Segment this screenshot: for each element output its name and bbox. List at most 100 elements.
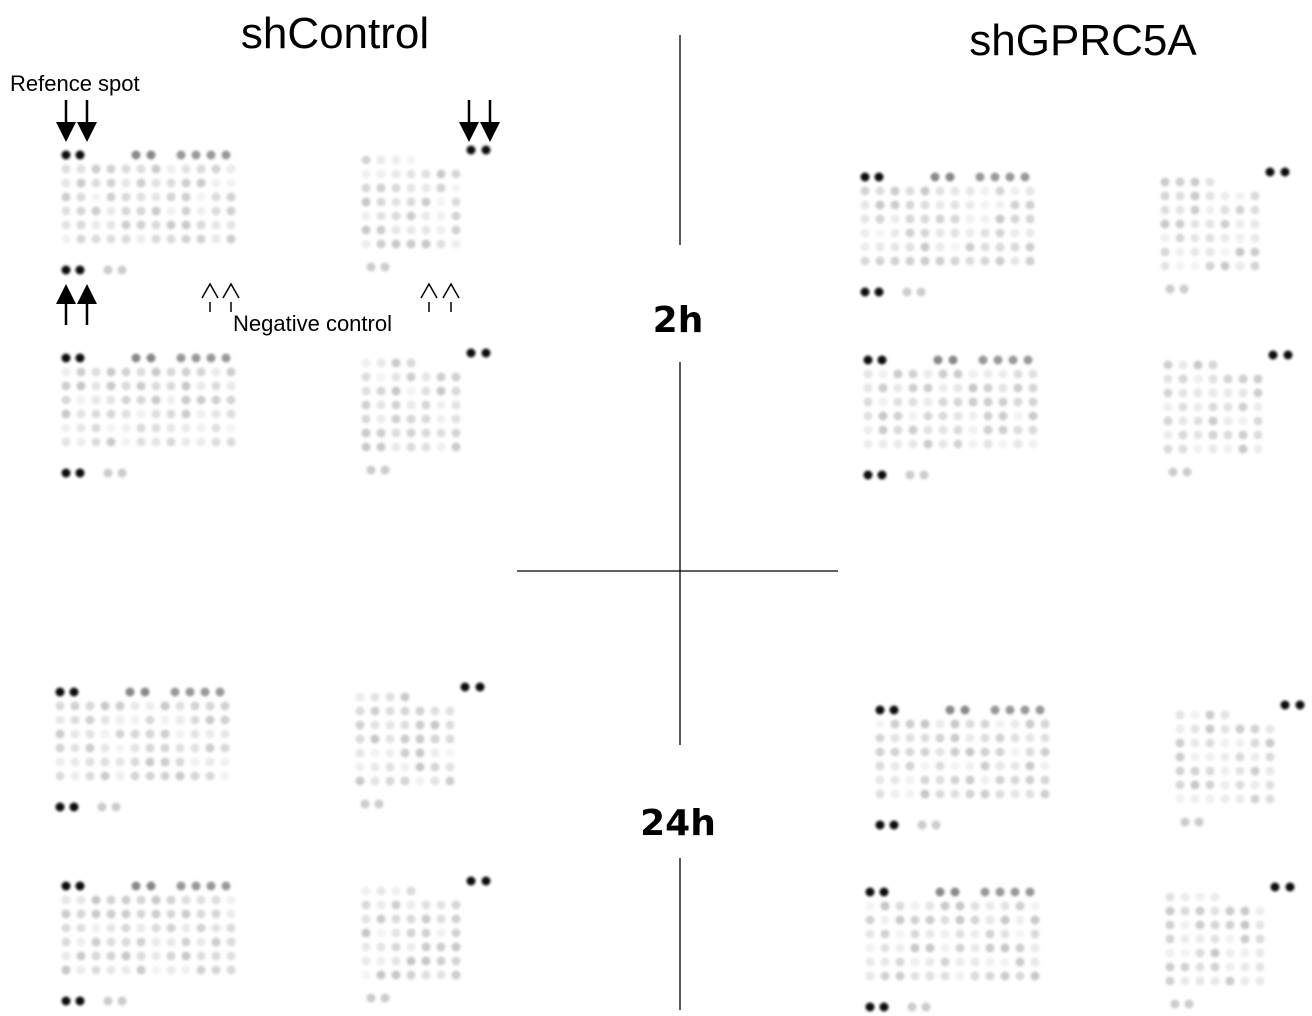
spot bbox=[452, 971, 461, 980]
spot bbox=[1191, 248, 1200, 257]
spot bbox=[377, 429, 386, 438]
spot bbox=[197, 207, 206, 216]
spot bbox=[116, 730, 125, 739]
spot bbox=[407, 240, 416, 249]
spot bbox=[437, 170, 446, 179]
spot bbox=[377, 971, 386, 980]
spot bbox=[906, 187, 915, 196]
spot bbox=[377, 184, 386, 193]
spot bbox=[137, 966, 146, 975]
spot bbox=[1221, 711, 1230, 720]
spot bbox=[92, 382, 101, 391]
spot bbox=[1026, 257, 1035, 266]
spot bbox=[392, 429, 401, 438]
spot bbox=[1164, 445, 1173, 454]
spot bbox=[362, 429, 371, 438]
spot bbox=[227, 438, 236, 447]
spot bbox=[146, 716, 155, 725]
spot bbox=[1236, 739, 1245, 748]
spot bbox=[1164, 389, 1173, 398]
spot bbox=[1016, 930, 1025, 939]
spot bbox=[71, 716, 80, 725]
spot bbox=[407, 901, 416, 910]
spot bbox=[1166, 893, 1175, 902]
spot bbox=[416, 735, 425, 744]
spot bbox=[1001, 916, 1010, 925]
spot bbox=[1239, 403, 1248, 412]
spot bbox=[891, 201, 900, 210]
spot bbox=[122, 410, 131, 419]
spot bbox=[1014, 426, 1023, 435]
spot bbox=[452, 240, 461, 249]
spot bbox=[906, 776, 915, 785]
spot bbox=[386, 735, 395, 744]
spot bbox=[1211, 963, 1220, 972]
spot bbox=[191, 772, 200, 781]
spot bbox=[437, 387, 446, 396]
spot bbox=[881, 930, 890, 939]
spot bbox=[167, 910, 176, 919]
spot bbox=[152, 966, 161, 975]
spot bbox=[131, 744, 140, 753]
spot bbox=[137, 382, 146, 391]
spot bbox=[362, 943, 371, 952]
spot bbox=[101, 772, 110, 781]
spot bbox=[1011, 201, 1020, 210]
spot bbox=[446, 763, 455, 772]
spot bbox=[1011, 720, 1020, 729]
spot bbox=[1006, 706, 1015, 715]
spot bbox=[92, 952, 101, 961]
spot bbox=[107, 910, 116, 919]
spot bbox=[1251, 795, 1260, 804]
spot bbox=[971, 944, 980, 953]
spot bbox=[137, 424, 146, 433]
spot bbox=[152, 179, 161, 188]
spot bbox=[1001, 902, 1010, 911]
spot bbox=[401, 707, 410, 716]
spot bbox=[147, 151, 156, 160]
spot bbox=[132, 151, 141, 160]
spot bbox=[56, 772, 65, 781]
spot bbox=[1221, 753, 1230, 762]
spot bbox=[896, 902, 905, 911]
spot bbox=[197, 179, 206, 188]
spot bbox=[76, 469, 85, 478]
spot bbox=[431, 707, 440, 716]
spot bbox=[924, 398, 933, 407]
spot bbox=[881, 944, 890, 953]
spot bbox=[1251, 220, 1260, 229]
spot bbox=[1206, 262, 1215, 271]
spot bbox=[1176, 192, 1185, 201]
spot bbox=[191, 730, 200, 739]
spot bbox=[1266, 168, 1275, 177]
spot bbox=[212, 368, 221, 377]
spot bbox=[954, 426, 963, 435]
spot bbox=[921, 215, 930, 224]
spot bbox=[122, 924, 131, 933]
spot bbox=[152, 910, 161, 919]
spot bbox=[392, 971, 401, 980]
spot bbox=[62, 438, 71, 447]
spot bbox=[422, 443, 431, 452]
spot bbox=[1191, 234, 1200, 243]
spot bbox=[1251, 248, 1260, 257]
spot bbox=[392, 387, 401, 396]
spot bbox=[122, 165, 131, 174]
spot bbox=[62, 997, 71, 1006]
spot bbox=[377, 170, 386, 179]
spot bbox=[1209, 417, 1218, 426]
spot bbox=[392, 929, 401, 938]
spot bbox=[1014, 370, 1023, 379]
spot bbox=[1166, 907, 1175, 916]
spot bbox=[984, 426, 993, 435]
spot bbox=[1211, 935, 1220, 944]
spot bbox=[1176, 206, 1185, 215]
spot bbox=[392, 443, 401, 452]
spot bbox=[896, 930, 905, 939]
spot bbox=[1176, 248, 1185, 257]
spot bbox=[362, 401, 371, 410]
spot bbox=[1191, 206, 1200, 215]
spot bbox=[367, 994, 376, 1003]
spot bbox=[966, 720, 975, 729]
spot bbox=[377, 156, 386, 165]
